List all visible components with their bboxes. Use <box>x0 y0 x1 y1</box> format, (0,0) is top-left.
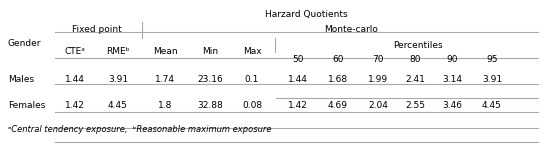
Text: 1.44: 1.44 <box>288 75 308 84</box>
Text: Mean: Mean <box>153 48 177 57</box>
Text: 32.88: 32.88 <box>197 100 223 109</box>
Text: 3.46: 3.46 <box>442 100 462 109</box>
Text: Gender: Gender <box>8 39 41 48</box>
Text: 0.1: 0.1 <box>245 75 259 84</box>
Text: 2.55: 2.55 <box>405 100 425 109</box>
Text: Females: Females <box>8 100 45 109</box>
Text: RMEᵇ: RMEᵇ <box>106 48 130 57</box>
Text: 1.8: 1.8 <box>158 100 172 109</box>
Text: ᵃCentral tendency exposure,  ᵇReasonable maximum exposure: ᵃCentral tendency exposure, ᵇReasonable … <box>8 126 271 135</box>
Text: 2.04: 2.04 <box>368 100 388 109</box>
Text: Monte-carlo: Monte-carlo <box>324 26 378 34</box>
Text: 23.16: 23.16 <box>197 75 223 84</box>
Text: Harzard Quotients: Harzard Quotients <box>265 11 348 20</box>
Text: 3.91: 3.91 <box>108 75 128 84</box>
Text: 70: 70 <box>372 54 384 63</box>
Text: 95: 95 <box>486 54 498 63</box>
Text: 50: 50 <box>292 54 304 63</box>
Text: CTEᵃ: CTEᵃ <box>64 48 85 57</box>
Text: 1.68: 1.68 <box>328 75 348 84</box>
Text: 3.91: 3.91 <box>482 75 502 84</box>
Text: 1.44: 1.44 <box>65 75 85 84</box>
Text: 60: 60 <box>333 54 344 63</box>
Text: Percentiles: Percentiles <box>393 40 443 50</box>
Text: 90: 90 <box>446 54 458 63</box>
Text: 1.42: 1.42 <box>288 100 308 109</box>
Text: Min: Min <box>202 48 218 57</box>
Text: 1.74: 1.74 <box>155 75 175 84</box>
Text: Max: Max <box>242 48 262 57</box>
Text: 1.42: 1.42 <box>65 100 85 109</box>
Text: Males: Males <box>8 75 34 84</box>
Text: 4.69: 4.69 <box>328 100 348 109</box>
Text: Fixed point: Fixed point <box>72 26 121 34</box>
Text: 4.45: 4.45 <box>108 100 128 109</box>
Text: 1.99: 1.99 <box>368 75 388 84</box>
Text: 4.45: 4.45 <box>482 100 502 109</box>
Text: 80: 80 <box>410 54 421 63</box>
Text: 2.41: 2.41 <box>405 75 425 84</box>
Text: 0.08: 0.08 <box>242 100 262 109</box>
Text: 3.14: 3.14 <box>442 75 462 84</box>
